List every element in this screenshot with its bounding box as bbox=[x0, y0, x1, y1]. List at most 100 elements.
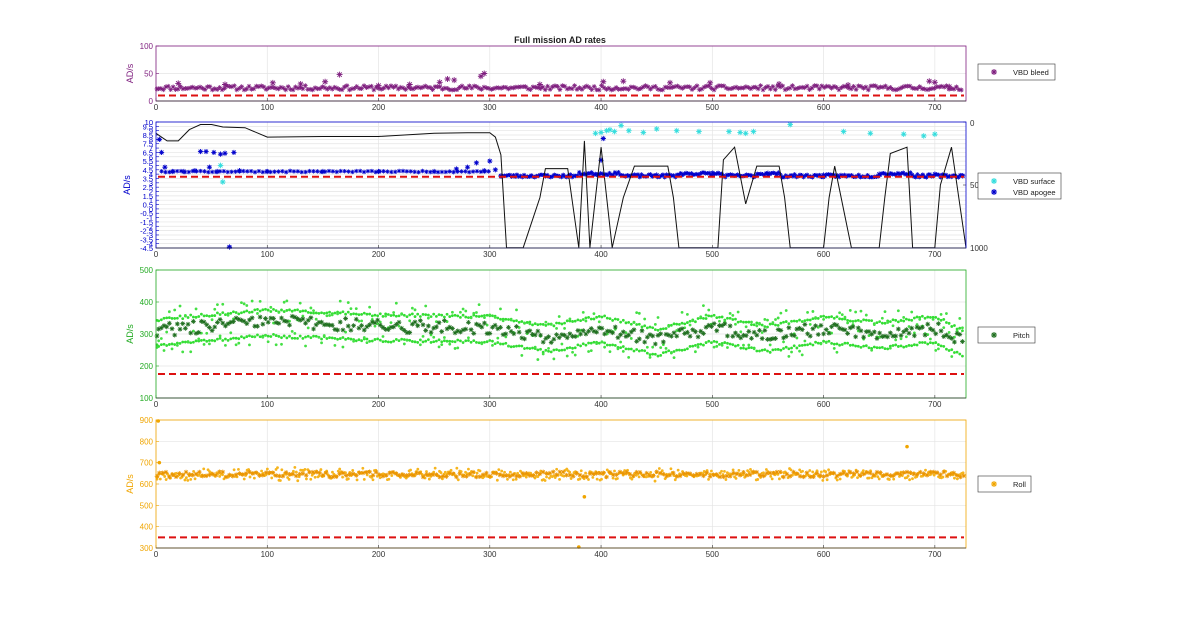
data-point bbox=[723, 85, 729, 91]
data-point bbox=[511, 331, 517, 337]
data-point bbox=[217, 151, 224, 157]
data-point bbox=[661, 327, 665, 331]
data-point bbox=[477, 303, 481, 307]
data-point bbox=[236, 168, 243, 174]
data-point bbox=[203, 473, 209, 479]
data-point bbox=[774, 323, 777, 327]
data-point bbox=[475, 340, 478, 344]
data-point bbox=[854, 319, 858, 323]
data-point bbox=[359, 86, 365, 91]
x-tick-label: 700 bbox=[928, 103, 942, 112]
data-point bbox=[182, 86, 188, 91]
data-point bbox=[878, 470, 883, 475]
data-point bbox=[240, 311, 243, 315]
data-point bbox=[268, 315, 274, 321]
data-point bbox=[289, 313, 295, 319]
data-point bbox=[782, 340, 785, 344]
data-point bbox=[750, 128, 757, 135]
data-point bbox=[406, 81, 413, 88]
data-point bbox=[533, 322, 537, 326]
data-point bbox=[613, 343, 617, 347]
data-point bbox=[338, 168, 343, 174]
data-point bbox=[248, 343, 251, 347]
data-point bbox=[405, 84, 411, 90]
data-point bbox=[378, 338, 382, 342]
x-tick-label: 200 bbox=[372, 550, 386, 559]
data-point bbox=[657, 87, 663, 93]
data-point bbox=[907, 344, 911, 347]
data-point bbox=[643, 83, 648, 89]
data-point bbox=[157, 460, 162, 465]
data-point bbox=[564, 335, 570, 341]
y-tick-label: 50 bbox=[144, 70, 153, 79]
data-point bbox=[503, 331, 509, 337]
data-point bbox=[256, 84, 262, 90]
data-point bbox=[915, 315, 919, 319]
data-point bbox=[360, 319, 364, 323]
data-point bbox=[284, 318, 290, 324]
data-point bbox=[377, 322, 383, 328]
data-point bbox=[202, 338, 206, 342]
legend-box bbox=[977, 63, 1056, 81]
data-point bbox=[953, 476, 956, 480]
data-point bbox=[514, 477, 518, 481]
data-point bbox=[548, 476, 551, 480]
data-point bbox=[715, 316, 719, 320]
data-point bbox=[253, 308, 257, 312]
data-point bbox=[287, 477, 291, 481]
data-point bbox=[271, 316, 276, 321]
data-point bbox=[447, 169, 452, 174]
data-point bbox=[837, 325, 843, 331]
data-point bbox=[511, 173, 516, 178]
data-point bbox=[909, 325, 915, 331]
data-point bbox=[910, 318, 914, 322]
data-point bbox=[783, 334, 789, 339]
data-point bbox=[886, 347, 890, 351]
data-point bbox=[434, 339, 438, 343]
data-point bbox=[638, 86, 644, 91]
data-points bbox=[154, 299, 965, 361]
data-point bbox=[337, 86, 342, 92]
data-point bbox=[774, 318, 777, 321]
data-point bbox=[587, 341, 590, 345]
data-point bbox=[431, 168, 437, 175]
data-point bbox=[594, 329, 600, 335]
data-point bbox=[466, 319, 471, 325]
data-point bbox=[209, 87, 215, 93]
data-point bbox=[651, 173, 657, 178]
data-point bbox=[813, 323, 818, 329]
data-point bbox=[315, 86, 320, 92]
data-point bbox=[333, 474, 339, 479]
data-point bbox=[210, 471, 216, 477]
data-point bbox=[472, 311, 476, 315]
data-point bbox=[635, 172, 641, 177]
data-point bbox=[936, 321, 941, 327]
data-point bbox=[453, 340, 457, 344]
data-point bbox=[787, 473, 793, 479]
data-point bbox=[787, 354, 791, 358]
data-point bbox=[264, 333, 267, 337]
data-point bbox=[593, 171, 598, 177]
data-point bbox=[776, 316, 780, 320]
data-point bbox=[178, 168, 184, 174]
data-point bbox=[807, 87, 812, 92]
data-point bbox=[483, 316, 486, 320]
data-point bbox=[958, 87, 964, 93]
data-point bbox=[156, 136, 162, 142]
data-point bbox=[603, 172, 609, 177]
data-point bbox=[575, 328, 581, 333]
data-point bbox=[191, 340, 195, 344]
data-point bbox=[170, 342, 174, 346]
y-tick-label: 4.5 bbox=[143, 166, 153, 175]
data-point bbox=[719, 323, 725, 328]
data-point bbox=[744, 325, 748, 329]
data-point bbox=[162, 316, 166, 320]
data-point bbox=[377, 472, 382, 478]
data-point bbox=[750, 346, 753, 350]
data-point bbox=[273, 320, 279, 326]
data-point bbox=[673, 127, 680, 134]
data-point bbox=[648, 325, 652, 329]
data-point bbox=[592, 312, 596, 316]
data-point bbox=[664, 346, 668, 350]
